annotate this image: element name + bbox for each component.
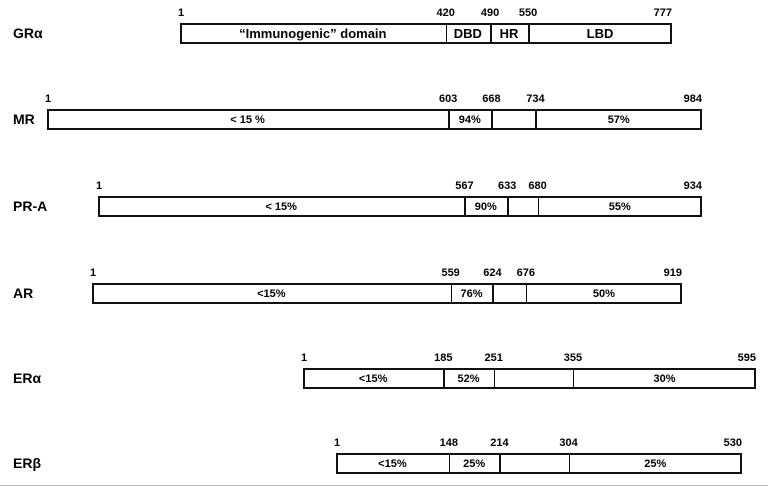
segment-label: 90%: [474, 200, 497, 213]
segment-label: “Immunogenic” domain: [239, 26, 387, 41]
segment-divider: [491, 111, 493, 128]
receptor-bar: < 15 % 94% 57%: [47, 109, 702, 130]
segment-divider: [448, 455, 451, 472]
segment-label: 30%: [653, 372, 676, 385]
residue-tick: 934: [683, 180, 702, 192]
segment-label: < 15%: [265, 200, 297, 213]
residue-tick: 550: [518, 7, 538, 19]
residue-tick: 251: [484, 352, 503, 364]
bottom-divider: [0, 485, 768, 486]
segment-label: < 15 %: [230, 113, 265, 126]
segment-divider: [572, 370, 575, 387]
segment-divider: [499, 455, 501, 472]
residue-tick: 676: [516, 267, 535, 279]
segment-label: 57%: [607, 113, 630, 126]
residue-tick: 490: [480, 7, 500, 19]
segment-divider: [537, 198, 540, 215]
segment-label: 25%: [463, 457, 486, 470]
residue-tick: 633: [497, 180, 517, 192]
segment-label: LBD: [586, 26, 614, 41]
segment-label: HR: [499, 26, 519, 41]
segment-label: 52%: [457, 372, 480, 385]
residue-tick: 530: [723, 437, 742, 449]
segment-label: 25%: [644, 457, 667, 470]
residue-tick: 559: [441, 267, 460, 279]
residue-tick: 1: [178, 7, 185, 19]
segment-divider: [490, 25, 492, 42]
segment-divider: [464, 198, 466, 215]
residue-tick: 919: [663, 267, 682, 279]
residue-tick: 1: [90, 267, 97, 279]
receptor-label: ERα: [13, 370, 42, 386]
residue-tick: 148: [439, 437, 458, 449]
receptor-label: GRα: [13, 25, 43, 41]
residue-tick: 1: [334, 437, 341, 449]
residue-tick: 1: [301, 352, 308, 364]
residue-tick: 1: [96, 180, 103, 192]
segment-divider: [525, 285, 528, 302]
residue-tick: 603: [438, 93, 458, 105]
residue-tick: 777: [653, 7, 672, 19]
segment-divider: [443, 370, 445, 387]
segment-divider: [528, 25, 530, 42]
residue-tick: 355: [563, 352, 583, 364]
segment-label: 94%: [458, 113, 481, 126]
segment-divider: [448, 111, 450, 128]
segment-divider: [493, 370, 496, 387]
segment-label: 50%: [592, 287, 615, 300]
segment-label: <15%: [257, 287, 286, 300]
receptor-bar: < 15% 90% 55%: [98, 196, 702, 217]
receptor-bar: <15% 52% 30%: [303, 368, 756, 389]
residue-tick: 595: [737, 352, 756, 364]
segment-divider: [450, 285, 453, 302]
segment-divider: [535, 111, 537, 128]
segment-divider: [568, 455, 571, 472]
segment-divider: [507, 198, 509, 215]
receptor-label: PR-A: [13, 198, 48, 214]
residue-tick: 567: [455, 180, 474, 192]
residue-tick: 734: [526, 93, 545, 105]
segment-divider: [445, 25, 448, 42]
receptor-bar: <15% 25% 25%: [336, 453, 742, 474]
segment-label: 76%: [460, 287, 483, 300]
segment-label: <15%: [378, 457, 407, 470]
receptor-label: AR: [13, 285, 34, 301]
segment-divider: [492, 285, 494, 302]
receptor-bar: <15% 76% 50%: [92, 283, 682, 304]
residue-tick: 214: [490, 437, 509, 449]
residue-tick: 668: [482, 93, 501, 105]
residue-tick: 1: [45, 93, 52, 105]
residue-tick: 185: [434, 352, 453, 364]
residue-tick: 420: [436, 7, 455, 19]
residue-tick: 680: [528, 180, 547, 192]
segment-label: DBD: [453, 26, 482, 41]
receptor-label: ERβ: [13, 455, 41, 471]
residue-tick: 984: [683, 93, 702, 105]
receptor-label: MR: [13, 111, 35, 127]
segment-label: 55%: [608, 200, 631, 213]
residue-tick: 624: [483, 267, 502, 279]
segment-label: <15%: [358, 372, 388, 385]
residue-tick: 304: [559, 437, 578, 449]
receptor-bar: “Immunogenic” domain DBD HR LBD: [180, 23, 672, 44]
